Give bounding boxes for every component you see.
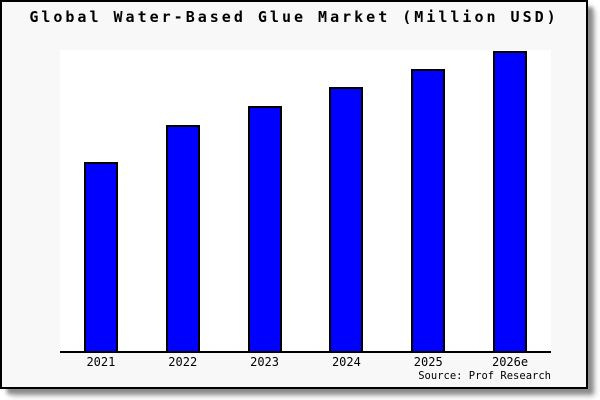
x-axis-tick-labels: 2021 2022 2023 2024 2025 2026e [60, 355, 551, 369]
bar-2022 [165, 124, 200, 351]
bar-slot-2023 [224, 50, 306, 351]
x-tick-label-2024: 2024 [331, 355, 361, 369]
bar-2023 [247, 106, 282, 351]
bar-slot-2026e [469, 50, 551, 351]
bar-slot-2025 [387, 50, 469, 351]
x-tick-label-2023: 2023 [250, 355, 280, 369]
bar-2024 [329, 87, 364, 351]
bar-slot-2021 [60, 50, 142, 351]
source-attribution: Source: Prof Research [418, 370, 551, 382]
plot-area [60, 50, 551, 353]
bar-slot-2022 [142, 50, 224, 351]
x-tick-label-2021: 2021 [86, 355, 116, 369]
bar-2025 [411, 68, 446, 351]
bar-2026e [493, 50, 528, 351]
bar-2021 [83, 161, 118, 351]
chart-frame: Global Water-Based Glue Market (Million … [0, 0, 588, 389]
x-tick-label-2022: 2022 [168, 355, 198, 369]
bar-slot-2024 [305, 50, 387, 351]
x-tick-label-2025: 2025 [413, 355, 443, 369]
chart-title: Global Water-Based Glue Market (Million … [29, 8, 559, 26]
x-tick-label-2026e: 2026e [491, 355, 529, 369]
